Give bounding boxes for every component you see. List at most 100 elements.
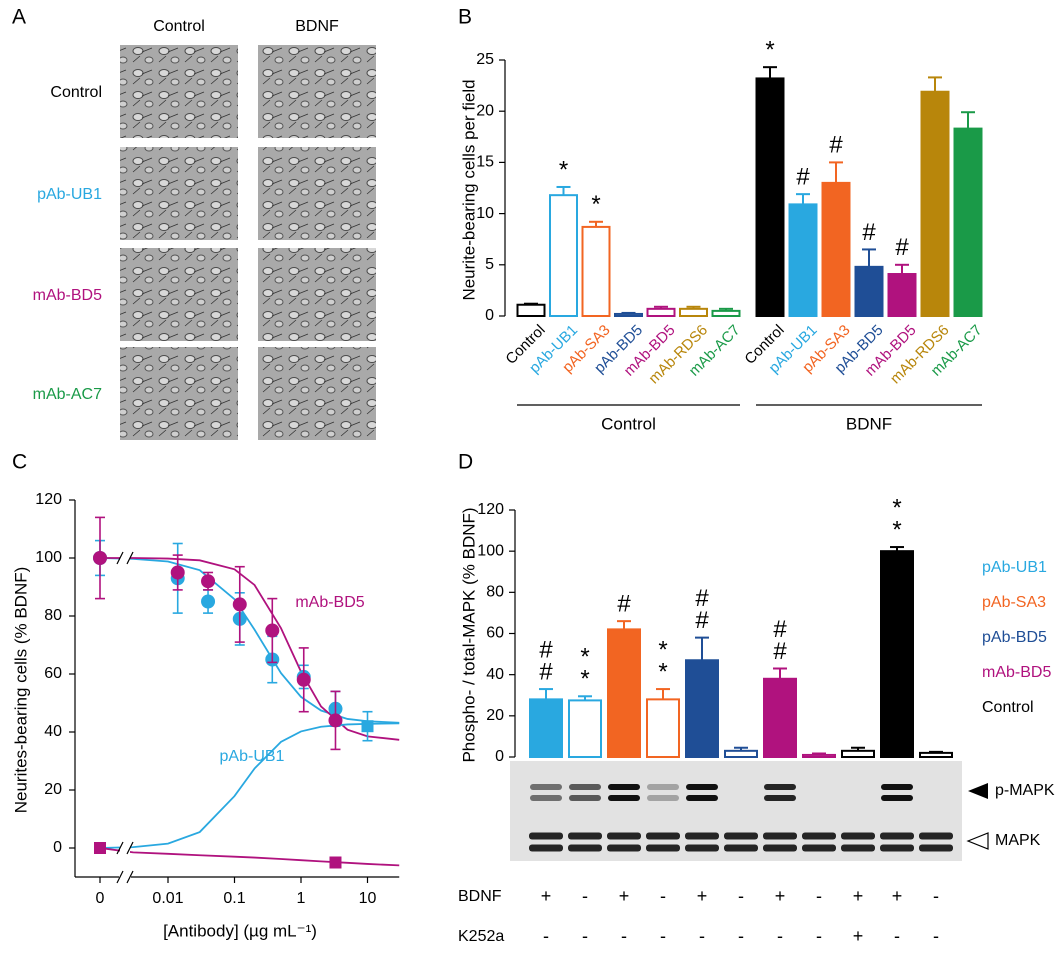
blot-arrow [966, 832, 989, 850]
significance-marker: * [591, 191, 600, 218]
blot-label: p-MAPK [995, 782, 1055, 799]
treatment-sign: - [738, 886, 744, 906]
figure-root: A Control BDNF Control pAb-UB1 mAb-BD5 mAb-AC7… [11, 6, 1054, 946]
blot-band [569, 784, 601, 790]
y-tick-label: 0 [495, 748, 504, 765]
y-tick-label: 80 [486, 584, 504, 601]
blot-band [530, 784, 562, 790]
y-axis-label: Neurites-bearing cells (% BDNF) [11, 567, 30, 814]
micrograph [258, 248, 376, 341]
y-axis-label: Phospho- / total-MAPK (% BDNF) [459, 507, 478, 762]
axis-break [126, 870, 134, 884]
y-tick-label: 20 [44, 781, 62, 798]
x-axis-label: [Antibody] (µg mL⁻¹) [163, 921, 317, 940]
significance-marker: # [773, 638, 787, 665]
treatment-sign: - [738, 926, 744, 946]
axis-break [116, 551, 124, 565]
column-header: BDNF [295, 18, 339, 35]
x-tick-label: 0.01 [152, 890, 183, 907]
blot-band [881, 784, 913, 790]
bar [581, 225, 611, 317]
micrograph [120, 45, 238, 138]
blot-band [607, 832, 641, 840]
blot-band [608, 795, 640, 801]
blot-band [569, 795, 601, 801]
fit-curve [100, 557, 400, 741]
blot-band [686, 795, 718, 801]
blot-arrow [968, 783, 988, 799]
significance-marker: # [796, 163, 810, 190]
blot-band [880, 844, 914, 852]
blot-band [724, 832, 758, 840]
bar [788, 203, 818, 317]
group-label: Control [601, 414, 656, 433]
treatment-sign: + [541, 886, 552, 906]
blot-band [919, 832, 953, 840]
blot-band [802, 844, 836, 852]
blot-band [880, 832, 914, 840]
bar [549, 194, 578, 317]
bar [646, 307, 676, 318]
blot-band [607, 844, 641, 852]
data-point [201, 594, 216, 609]
bar [516, 303, 546, 317]
fit-curve [99, 722, 400, 849]
blot-band [841, 832, 875, 840]
blot-band [764, 795, 796, 801]
legend-entry: Control [982, 699, 1034, 716]
significance-marker: * [765, 37, 774, 64]
treatment-label: BDNF [458, 888, 502, 905]
axis-break [120, 870, 130, 884]
legend-entry: mAb-BD5 [982, 664, 1051, 681]
panel-letter: A [12, 6, 26, 29]
significance-marker: * [658, 658, 667, 685]
legend-entry: pAb-SA3 [982, 594, 1046, 611]
y-tick-label: 80 [44, 607, 62, 624]
treatment-sign: - [621, 926, 627, 946]
panel-letter: D [458, 451, 473, 474]
bar [529, 698, 563, 758]
bar [711, 309, 741, 318]
bar [802, 753, 836, 758]
treatment-sign: + [697, 886, 708, 906]
y-tick-label: 120 [35, 491, 62, 508]
data-point [170, 565, 185, 580]
y-tick-label: 10 [476, 205, 494, 222]
blot-band [568, 844, 602, 852]
blot-band [881, 795, 913, 801]
row-label: mAb-AC7 [33, 386, 102, 403]
bar [919, 751, 953, 759]
y-tick-label: 20 [486, 707, 504, 724]
western-blot [510, 761, 962, 861]
series-label: pAb-UB1 [220, 748, 285, 765]
data-point [265, 623, 280, 638]
bar [953, 127, 983, 317]
panel-letter: C [12, 451, 27, 474]
blot-band [529, 832, 563, 840]
blot-band [530, 795, 562, 801]
data-point [329, 856, 342, 869]
y-axis-label: Neurite-bearing cells per field [459, 79, 478, 300]
blot-band [685, 832, 719, 840]
bar [920, 90, 950, 317]
micrograph [258, 45, 376, 138]
x-tick-label: 1 [297, 890, 306, 907]
treatment-sign: + [892, 886, 903, 906]
significance-marker: # [617, 590, 631, 617]
y-tick-label: 60 [486, 625, 504, 642]
legend-entry: pAb-UB1 [982, 559, 1047, 576]
y-tick-label: 25 [476, 51, 494, 68]
y-tick-label: 100 [35, 549, 62, 566]
fit-curve [99, 847, 400, 867]
data-point [328, 713, 343, 728]
y-tick-label: 100 [477, 542, 504, 559]
significance-marker: * [658, 636, 667, 663]
y-tick-label: 120 [477, 501, 504, 518]
bar [724, 749, 758, 759]
significance-marker: * [580, 666, 589, 693]
axis-break [120, 551, 130, 565]
series-label: mAb-BD5 [295, 594, 364, 611]
significance-marker: # [895, 234, 909, 261]
significance-marker: # [695, 585, 709, 612]
blot-band [685, 844, 719, 852]
